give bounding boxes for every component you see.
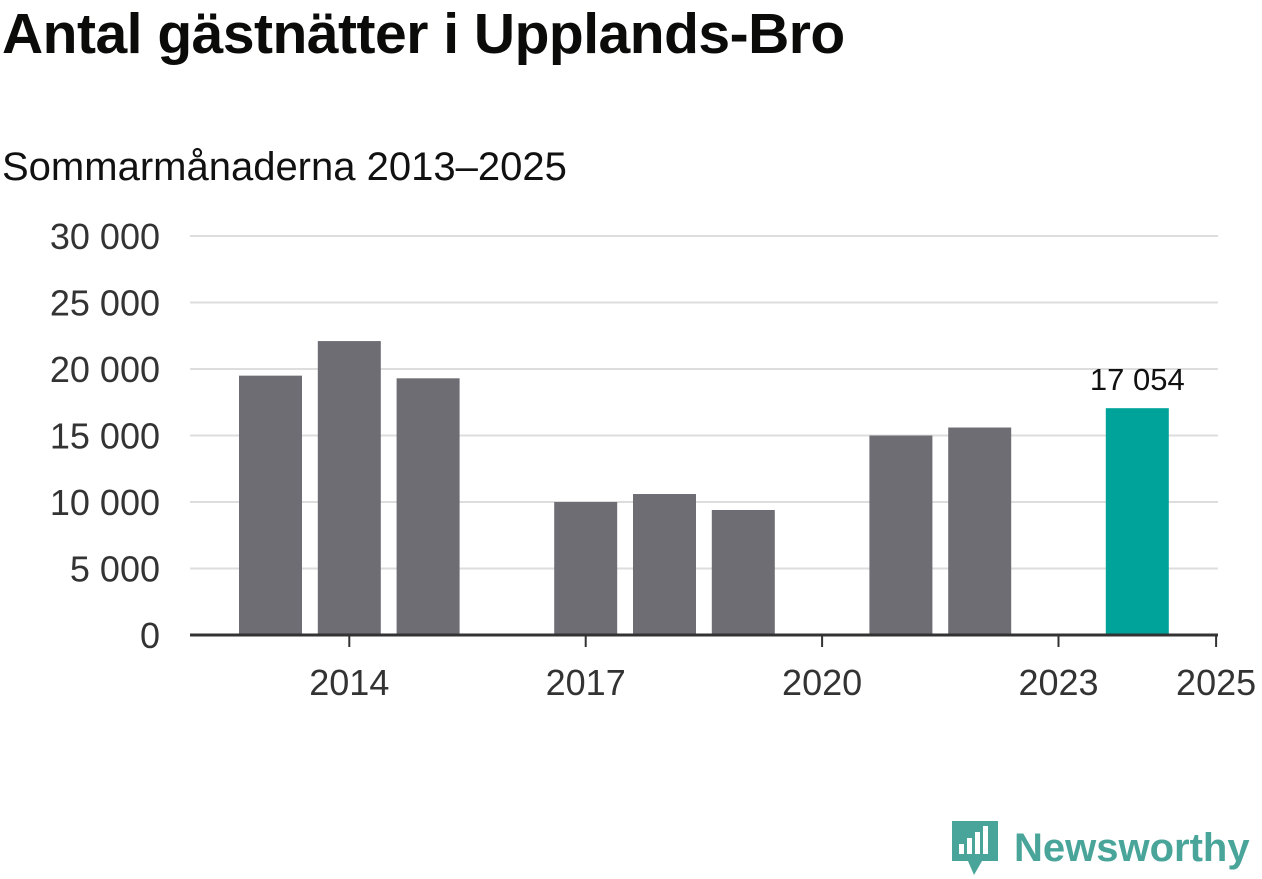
bar-2013	[239, 375, 302, 635]
x-tick-label: 2025	[1176, 662, 1256, 703]
y-axis-labels: 0 5 000 10 000 15 000 20 000 25 000 30 000	[50, 216, 160, 656]
bar-2022	[948, 427, 1012, 635]
y-tick-label: 5 000	[70, 549, 160, 590]
x-tick-label: 2020	[782, 662, 862, 703]
bar-2015	[396, 378, 460, 635]
bar-2019	[711, 509, 775, 635]
data-label: 17 054	[1090, 362, 1185, 397]
y-tick-label: 0	[140, 615, 160, 656]
x-tick-label: 2023	[1018, 662, 1098, 703]
x-tick-label: 2017	[546, 662, 626, 703]
x-axis-labels: 2014 2017 2020 2023 2025	[309, 662, 1256, 703]
y-tick-label: 20 000	[50, 349, 160, 390]
x-tick-label: 2014	[309, 662, 389, 703]
chart-title: Antal gästnätter i Upplands-Bro	[2, 2, 845, 66]
y-tick-label: 25 000	[50, 283, 160, 324]
y-tick-label: 10 000	[50, 482, 160, 523]
bar-2017	[554, 502, 618, 635]
x-axis	[190, 633, 1218, 647]
bar-2018	[633, 494, 696, 635]
bars	[239, 341, 1169, 635]
bar-2024	[1105, 408, 1169, 635]
chart-subtitle: Sommarmånaderna 2013–2025	[2, 145, 567, 189]
brand-name: Newsworthy	[1014, 826, 1250, 870]
newsworthy-brand: Newsworthy	[950, 818, 1250, 878]
newsworthy-logo-icon	[952, 821, 998, 875]
y-tick-label: 30 000	[50, 216, 160, 257]
bar-2021	[869, 435, 933, 635]
data-labels: 17 054	[1090, 362, 1185, 397]
y-tick-label: 15 000	[50, 416, 160, 457]
bar-2014	[317, 341, 381, 635]
